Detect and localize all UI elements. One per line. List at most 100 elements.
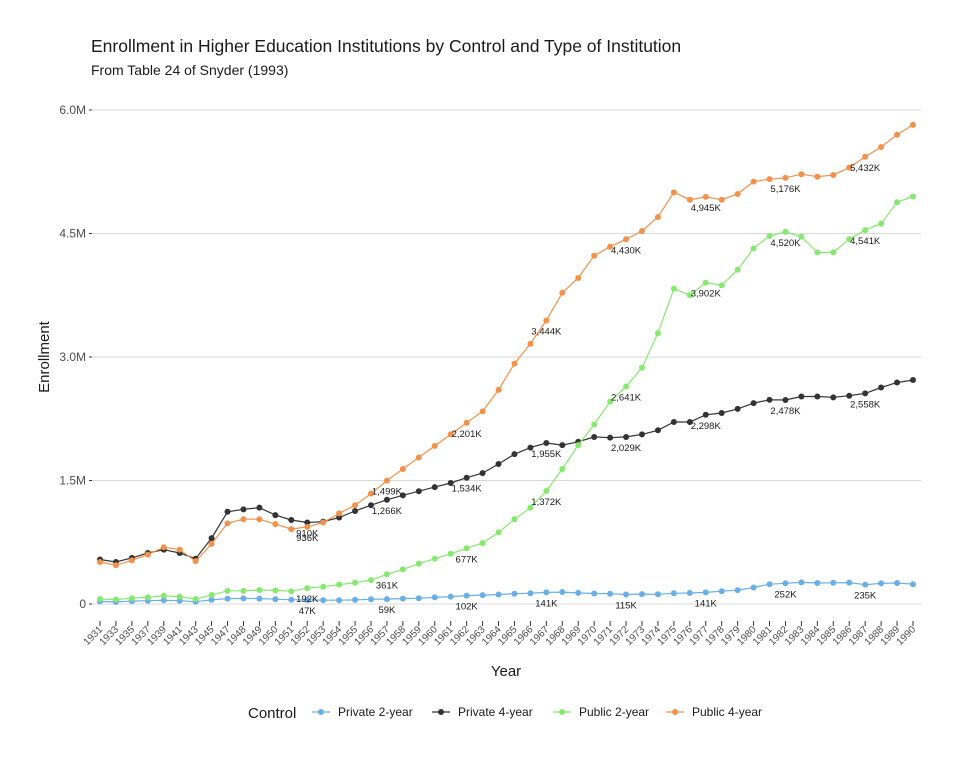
data-label: 677K [456, 554, 479, 565]
data-point [750, 400, 757, 407]
data-point [144, 551, 151, 558]
data-point [750, 584, 757, 591]
data-point [878, 220, 885, 227]
x-tick-label: 1990 [895, 624, 919, 648]
data-label: 47K [299, 606, 317, 617]
grid-lines [92, 109, 921, 605]
data-point [814, 173, 821, 180]
data-point [224, 508, 231, 515]
data-point [256, 595, 263, 602]
data-point [814, 249, 821, 256]
data-point [415, 595, 422, 602]
data-point [591, 433, 598, 440]
y-tick-label: 3.0M [59, 350, 86, 364]
data-point [208, 596, 215, 603]
data-point [782, 396, 789, 403]
data-point [415, 560, 422, 567]
data-label: 115K [615, 601, 637, 612]
data-point [527, 590, 534, 597]
data-point [352, 502, 359, 509]
data-point [304, 597, 311, 604]
data-point [160, 597, 167, 604]
data-point [144, 594, 151, 601]
data-point [383, 571, 390, 578]
data-point [495, 591, 502, 598]
data-point [766, 232, 773, 239]
data-point [894, 379, 901, 386]
legend-label: Private 4-year [458, 705, 533, 719]
data-point [495, 529, 502, 536]
data-label: 235K [854, 591, 877, 602]
data-point [383, 496, 390, 503]
legend-title: Control [248, 705, 296, 722]
data-point [623, 236, 630, 243]
data-point [639, 431, 645, 438]
data-point [192, 596, 199, 603]
data-label: 252K [774, 589, 797, 600]
data-point [399, 595, 406, 602]
data-point [830, 249, 837, 256]
data-point [702, 589, 709, 596]
data-point [176, 546, 183, 553]
data-label: 4,541K [850, 236, 881, 247]
data-point [112, 562, 119, 569]
data-point [830, 579, 837, 586]
data-point [670, 590, 677, 597]
x-axis-label: Year [491, 663, 521, 680]
data-point [288, 596, 295, 603]
chart-subtitle: From Table 24 of Snyder (1993) [91, 62, 288, 78]
data-point [256, 504, 263, 511]
data-point [399, 566, 406, 573]
series-line [99, 124, 914, 566]
data-point [814, 580, 821, 587]
data-point [654, 591, 661, 598]
data-point [766, 581, 773, 588]
data-point [607, 434, 614, 441]
data-point [734, 405, 741, 412]
data-point [591, 590, 598, 597]
data-label: 2,641K [611, 393, 642, 404]
data-label: 1,534K [452, 484, 483, 495]
data-point [320, 583, 327, 590]
legend-key-point [438, 709, 444, 715]
data-point [686, 196, 693, 203]
data-point [447, 479, 454, 486]
data-point [368, 577, 374, 584]
data-point [846, 392, 853, 399]
data-point [543, 488, 550, 495]
data-point [862, 390, 869, 397]
data-point [399, 492, 406, 499]
data-point [511, 451, 518, 458]
data-point [479, 470, 486, 477]
data-point [862, 227, 869, 234]
data-label: 102K [456, 602, 479, 613]
data-label: 2,201K [452, 429, 483, 440]
data-point [575, 442, 582, 449]
data-point [766, 396, 773, 403]
data-point [623, 433, 630, 440]
legend-label: Public 4-year [692, 705, 762, 719]
data-point [702, 279, 709, 286]
data-point [766, 176, 773, 183]
data-point [320, 519, 327, 526]
y-axis-label: Enrollment [36, 320, 53, 393]
data-point [368, 596, 374, 603]
data-point [97, 596, 103, 603]
data-point [160, 592, 167, 599]
data-point [623, 383, 630, 390]
data-point [750, 245, 757, 252]
legend-item: Private 2-year [312, 705, 413, 719]
data-point [431, 442, 438, 449]
data-point [304, 519, 311, 526]
data-point [352, 596, 359, 603]
data-point [383, 596, 390, 603]
data-point [128, 557, 135, 564]
data-point [192, 558, 199, 565]
data-point [336, 581, 343, 588]
data-point [527, 444, 534, 451]
data-point [814, 393, 821, 400]
legend-item: Private 4-year [432, 705, 533, 719]
data-point [670, 189, 677, 196]
data-point [734, 587, 741, 594]
